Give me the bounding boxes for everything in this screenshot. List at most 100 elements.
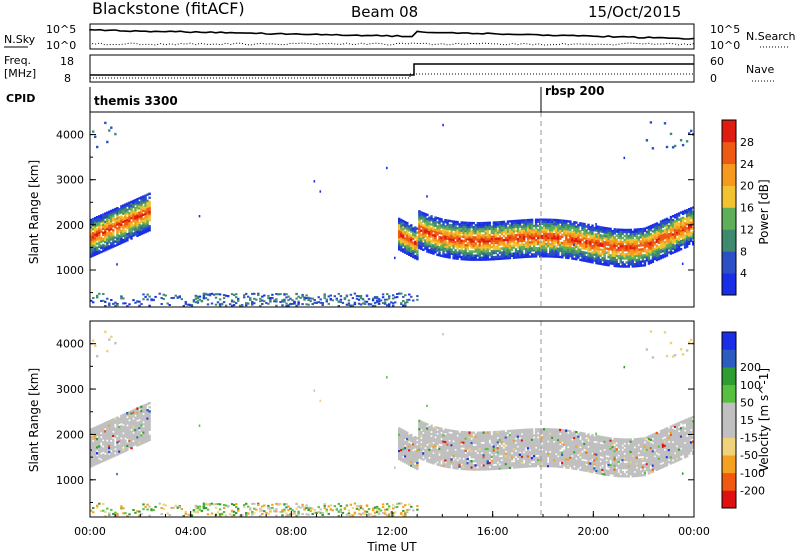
power-colorbar-tick-label: 8 [740,245,747,258]
power-cell [222,294,226,297]
velocity-cell [194,505,198,508]
power-cell [516,252,520,255]
power-cell [144,194,147,197]
power-cell [136,224,139,227]
power-cell [466,248,469,251]
velocity-cell [400,440,403,443]
power-cell [690,215,693,218]
power-cell [673,220,677,223]
velocity-cell [476,447,479,451]
power-cell [490,239,494,243]
power-cell [239,304,242,307]
power-cell [297,300,300,303]
power-cell [665,244,669,247]
power-cell [629,257,632,260]
power-cell [134,231,137,234]
power-cell [448,256,451,259]
power-colorbar-swatch [722,273,736,296]
velocity-cell [337,515,340,517]
power-cell [504,257,508,260]
power-cell [100,230,103,233]
power-cell [462,229,465,232]
power-cell [162,298,165,300]
velocity-cell [478,454,481,457]
velocity-cell [432,449,435,453]
power-cell [597,260,600,263]
power-cell [400,229,403,232]
power-cell [144,204,147,207]
power-cell [398,246,401,249]
velocity-cell [458,451,461,454]
velocity-cell [245,514,248,517]
power-cell [615,250,618,254]
power-cell [488,223,491,227]
power-cell [595,243,598,246]
velocity-cell [142,414,145,418]
power-cell [555,221,558,224]
velocity-cell [102,424,105,428]
power-cell [398,219,401,223]
power-cell [629,247,632,250]
velocity-cell [398,445,401,448]
velocity-cell [430,443,433,446]
power-ytick-label: 4000 [56,129,84,142]
velocity-cell [408,436,411,440]
power-cell [148,204,151,208]
velocity-cell [412,463,415,466]
power-cell [94,225,97,228]
velocity-cell [124,449,127,452]
velocity-cell [92,511,95,514]
power-cell [104,234,107,238]
power-cell [444,237,447,240]
power-cell [595,249,598,253]
power-cell [597,246,600,249]
power-cell [486,248,489,251]
power-cell [484,225,487,229]
power-cell [398,240,401,243]
power-cell [589,260,592,264]
power-cell [472,238,475,241]
power-cell [528,218,532,222]
power-cell [486,250,489,253]
velocity-cell [162,507,165,510]
power-cell [406,226,409,229]
power-cell [579,232,582,235]
velocity-cell [444,438,447,442]
power-cell [474,246,477,249]
power-cell [514,238,518,241]
power-cell [112,243,115,246]
power-cell [432,248,435,251]
power-cell [512,236,516,239]
velocity-cell [230,510,234,513]
power-cell [524,229,528,232]
power-cell [122,234,125,238]
power-cell [591,226,594,229]
power-cell [667,247,671,250]
velocity-cell [124,429,127,432]
power-cell [492,223,496,226]
power-cell [130,206,133,210]
velocity-cell [295,514,298,517]
power-cell [583,251,586,254]
velocity-cell [285,503,288,506]
velocity-cell [124,414,127,418]
power-cell [587,233,590,237]
power-cell [466,246,469,249]
velocity-cell [108,426,111,429]
power-cell [434,228,437,231]
power-cell [635,252,638,256]
velocity-cell [458,447,461,450]
velocity-cell [126,430,129,433]
power-cell [430,219,433,222]
power-cell [585,225,588,228]
power-cell [458,227,461,230]
velocity-cell [476,431,479,434]
power-cell [688,220,691,223]
power-cell [516,219,520,222]
power-cell [428,244,431,248]
velocity-cell [410,448,413,451]
power-cell [498,231,502,234]
power-cell [611,236,614,239]
power-cell [679,217,683,220]
velocity-cell [116,453,119,456]
